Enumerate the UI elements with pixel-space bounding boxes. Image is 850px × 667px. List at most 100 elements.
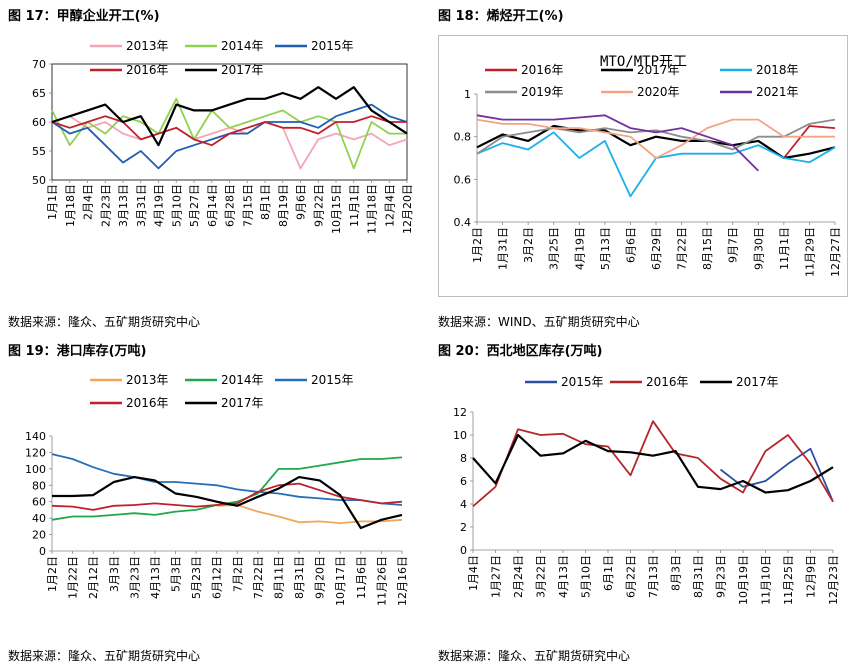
x-tick-label: 7月22日 — [252, 556, 265, 599]
series-line-2015年 — [719, 447, 834, 503]
series-line-2017年 — [476, 124, 836, 160]
x-tick-label: 6月22日 — [625, 555, 638, 598]
source-fig18: 数据来源：WIND、五矿期货研究中心 — [438, 315, 640, 329]
x-tick-label: 6月12日 — [211, 556, 224, 599]
chart-svg: 50 55 60 65 70 1月1日 1月18日 2月4日 2月23日 3月13日 3月31日 4月… — [32, 39, 414, 234]
x-tick-label: 7月15日 — [241, 184, 254, 227]
x-tick-label: 8月1日 — [259, 184, 272, 220]
series-line-2013年 — [216, 504, 403, 524]
y-tick-label: 0.8 — [454, 131, 472, 144]
series-line-2015年 — [51, 453, 403, 506]
x-tick-label: 9月7日 — [727, 227, 740, 263]
x-tick-label: 11月25日 — [782, 555, 795, 605]
x-tick-label: 9月6日 — [295, 184, 308, 220]
source-fig20: 数据来源：隆众、五矿期货研究中心 — [438, 649, 631, 663]
y-tick-label: 20 — [32, 529, 46, 542]
x-tick-label: 11月18日 — [366, 184, 379, 234]
y-tick-label: 0 — [39, 545, 46, 558]
y-tick-label: 65 — [32, 87, 46, 100]
x-tick-label: 6月1日 — [602, 555, 615, 591]
x-tick-label: 10月17日 — [334, 556, 347, 606]
x-tick-label: 5月10日 — [170, 184, 183, 227]
legend-label: 2015年 — [561, 375, 604, 389]
x-tick-label: 6月6日 — [624, 227, 637, 263]
x-tick-label: 6月29日 — [650, 227, 663, 270]
legend-label: 2014年 — [221, 373, 264, 387]
x-tick-label: 1月22日 — [67, 556, 80, 599]
x-tick-label: 4月19日 — [573, 227, 586, 270]
x-tick-label: 4月13日 — [149, 556, 162, 599]
series-line-2021年 — [476, 114, 759, 172]
legend-label: 2021年 — [756, 85, 799, 99]
legend-label: 2020年 — [637, 85, 680, 99]
x-tick-label: 2月23日 — [99, 184, 112, 227]
y-tick-label: 55 — [32, 145, 46, 158]
legend-label: 2018年 — [756, 63, 799, 77]
x-tick-label: 8月19日 — [277, 184, 290, 227]
x-tick-label: 11月6日 — [355, 556, 368, 599]
chart-title: MTO/MTP开工 — [600, 54, 687, 70]
series-line-2017年 — [52, 476, 403, 530]
x-tick-label: 8月31日 — [293, 556, 306, 599]
x-tick-label: 5月13日 — [599, 227, 612, 270]
x-tick-label: 5月27日 — [188, 184, 201, 227]
x-tick-label: 1月1日 — [46, 184, 59, 220]
legend-label: 2014年 — [221, 39, 264, 53]
chart-svg: MTO/MTP开工 0.4 0.6 0.8 1 1月2日 1月31日 3月2日 3月25日 4月1… — [454, 54, 843, 277]
x-tick-label: 1月2日 — [46, 556, 59, 592]
x-tick-label: 11月1日 — [348, 184, 361, 227]
x-tick-label: 1月18日 — [64, 184, 77, 227]
x-tick-label: 12月16日 — [396, 556, 409, 606]
legend-label: 2016年 — [521, 63, 564, 77]
x-tick-label: 1月31日 — [497, 227, 510, 270]
x-tick-label: 7月13日 — [647, 555, 660, 598]
x-tick-label: 4月19日 — [153, 184, 166, 227]
x-tick-label: 5月3日 — [170, 556, 183, 592]
x-tick-label: 3月31日 — [135, 184, 148, 227]
x-tick-label: 10月19日 — [737, 555, 750, 605]
series-line-2016年 — [783, 125, 836, 159]
x-tick-label: 10月15日 — [330, 184, 343, 234]
legend-label: 2016年 — [126, 396, 169, 410]
x-tick-label: 7月2日 — [231, 556, 244, 592]
x-tick-label: 9月23日 — [715, 555, 728, 598]
series-line-2014年 — [51, 97, 407, 170]
series-line-2018年 — [476, 131, 836, 198]
x-tick-label: 9月22日 — [312, 184, 325, 227]
x-tick-label: 11月10日 — [760, 555, 773, 605]
x-tick-label: 11月29日 — [803, 227, 816, 277]
x-tick-label: 3月3日 — [108, 556, 121, 592]
x-tick-label: 3月22日 — [535, 555, 548, 598]
x-tick-label: 12月27日 — [829, 227, 842, 277]
y-tick-label: 50 — [32, 174, 46, 187]
x-tick-label: 2月4日 — [82, 184, 95, 220]
x-tick-label: 3月13日 — [117, 184, 130, 227]
chart-fig19: 0 20 40 60 80 100 120 140 1月2日 1月22日 2月12日 3月3日 3月23… — [0, 358, 425, 643]
x-tick-label: 1月27日 — [490, 555, 503, 598]
y-tick-label: 6 — [460, 475, 467, 488]
series-line-2015年 — [51, 103, 408, 170]
y-tick-label: 70 — [32, 58, 46, 71]
legend-label: 2017年 — [736, 375, 779, 389]
x-tick-label: 12月23日 — [827, 555, 840, 605]
legend-label: 2013年 — [126, 39, 169, 53]
x-tick-label: 1月2日 — [471, 227, 484, 263]
y-tick-label: 0.6 — [454, 173, 472, 186]
x-tick-label: 8月15日 — [701, 227, 714, 270]
x-tick-label: 5月10日 — [580, 555, 593, 598]
panel-title-fig20: 图 20：西北地区库存(万吨) — [438, 344, 603, 359]
x-tick-label: 8月3日 — [670, 555, 683, 591]
series-line-2020年 — [476, 118, 835, 159]
y-tick-label: 0 — [460, 544, 467, 557]
series-line-2016年 — [472, 420, 834, 507]
panel-title-fig19: 图 19：港口库存(万吨) — [8, 344, 147, 359]
legend-label: 2019年 — [521, 85, 564, 99]
legend-label: 2017年 — [637, 63, 680, 77]
y-tick-label: 140 — [25, 430, 46, 443]
panel-title-fig18: 图 18：烯烃开工(%) — [438, 9, 564, 24]
legend-label: 2016年 — [646, 375, 689, 389]
legend-label: 2017年 — [221, 63, 264, 77]
y-tick-label: 1 — [464, 88, 471, 101]
x-tick-label: 7月22日 — [676, 227, 689, 270]
y-tick-label: 80 — [32, 479, 46, 492]
